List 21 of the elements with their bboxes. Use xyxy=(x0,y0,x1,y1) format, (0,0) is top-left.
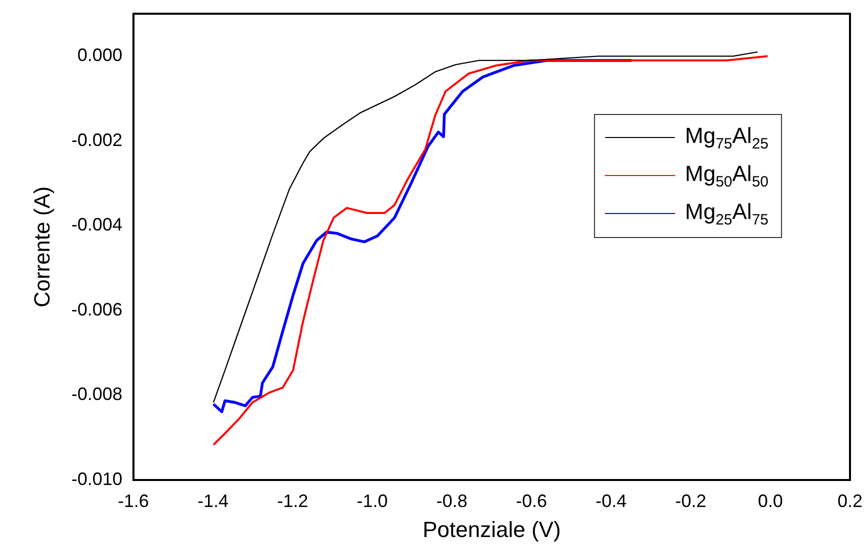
legend-label: Mg$_{50}$Al$_{50}$ xyxy=(685,161,768,190)
y-tick-label: 0.000 xyxy=(77,45,122,66)
y-tick-label: -0.004 xyxy=(71,214,122,235)
x-tick-label: -0.4 xyxy=(596,490,627,511)
x-axis-title: Potenziale (V) xyxy=(422,516,561,542)
x-tick-label: -0.6 xyxy=(516,490,548,511)
x-tick-label: -1.6 xyxy=(118,490,149,511)
x-tick-label: -1.0 xyxy=(356,490,388,511)
y-tick-label: -0.002 xyxy=(71,130,122,150)
legend-label: Mg$_{25}$Al$_{75}$ xyxy=(685,199,768,228)
y-tick-label: -0.010 xyxy=(71,468,122,489)
y-tick-label: -0.006 xyxy=(71,299,122,320)
x-tick-label: -1.4 xyxy=(198,490,229,511)
legend-label: Mg$_{75}$Al$_{25}$ xyxy=(685,123,768,152)
x-tick-label: 0.0 xyxy=(758,490,783,511)
y-axis-title: Corrente (A) xyxy=(29,186,54,308)
x-tick-label: -0.2 xyxy=(675,490,706,511)
x-tick-label: 0.2 xyxy=(837,490,863,511)
x-tick-label: -1.2 xyxy=(277,490,308,511)
y-tick-label: -0.008 xyxy=(71,384,122,404)
x-tick-label: -0.8 xyxy=(436,490,468,511)
